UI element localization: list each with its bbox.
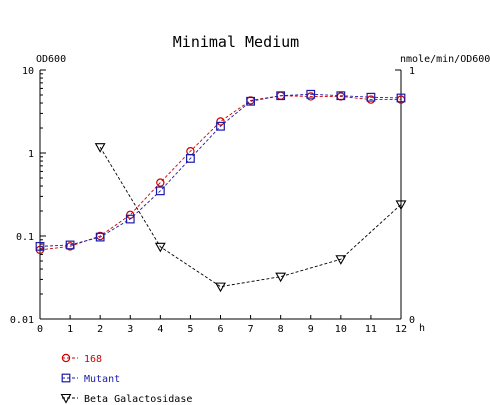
data-point-mutant: [396, 93, 406, 103]
data-point-168: [156, 178, 165, 187]
legend-label-mutant: Mutant: [84, 374, 120, 385]
x-tick-label: 8: [278, 324, 284, 335]
legend-marker-beta-galactosidase: [60, 393, 72, 404]
y-right-tick-label: 1: [409, 66, 415, 77]
series-line-168: [39, 95, 401, 251]
legend-label-168: 168: [84, 354, 102, 365]
chart-title: Minimal Medium: [173, 33, 299, 51]
y-left-tick-label: 1: [28, 149, 34, 160]
y-left-tick-label: 0.01: [10, 315, 34, 326]
x-tick-label: 3: [127, 324, 133, 335]
x-tick-label: 9: [308, 324, 314, 335]
y-left-tick-label: 10: [22, 66, 34, 77]
data-point-mutant: [276, 91, 286, 101]
data-point-beta-galactosidase: [395, 200, 407, 211]
data-point-mutant: [186, 154, 195, 163]
y-right-tick-label: 0: [409, 315, 415, 326]
data-point-mutant: [366, 92, 376, 102]
x-axis-unit-label: h: [419, 323, 425, 334]
data-point-beta-galactosidase: [94, 143, 106, 153]
x-tick-label: 10: [335, 324, 347, 335]
x-tick-label: 1: [67, 324, 73, 335]
series-line-beta-galactosidase: [99, 146, 402, 288]
data-point-beta-galactosidase: [275, 272, 287, 283]
x-tick-label: 5: [187, 324, 193, 335]
series-group: [35, 89, 407, 293]
data-point-mutant: [35, 241, 45, 251]
y-left-tick-label: 0.1: [16, 232, 34, 243]
x-tick-label: 0: [37, 324, 43, 335]
y-right-axis-label: nmole/min/OD600: [400, 54, 490, 65]
y-left-axis-label: OD600: [36, 54, 66, 65]
data-point-beta-galactosidase: [215, 282, 226, 293]
x-tick-label: 7: [248, 324, 254, 335]
data-point-mutant: [95, 232, 105, 242]
legend: 168 Mutant Beta Galactosidase: [60, 353, 192, 405]
x-tick-label: 4: [157, 324, 163, 335]
data-point-mutant: [65, 240, 75, 250]
data-point-mutant: [306, 89, 316, 99]
axes: [39, 70, 402, 320]
data-point-mutant: [246, 96, 255, 106]
data-point-mutant: [155, 186, 165, 196]
data-point-mutant: [216, 121, 225, 131]
x-tick-label: 11: [365, 324, 377, 335]
data-point-mutant: [125, 214, 135, 224]
x-tick-label: 2: [97, 324, 103, 335]
legend-marker-168: [61, 353, 71, 363]
x-tick-label: 12: [395, 324, 407, 335]
data-point-beta-galactosidase: [335, 255, 347, 265]
legend-label-beta-galactosidase: Beta Galactosidase: [84, 394, 192, 405]
legend-marker-mutant: [61, 373, 71, 383]
data-point-beta-galactosidase: [154, 242, 166, 253]
series-line-mutant: [39, 93, 402, 247]
data-point-mutant: [336, 91, 346, 101]
data-point-168: [216, 117, 225, 126]
x-tick-label: 6: [217, 324, 223, 335]
